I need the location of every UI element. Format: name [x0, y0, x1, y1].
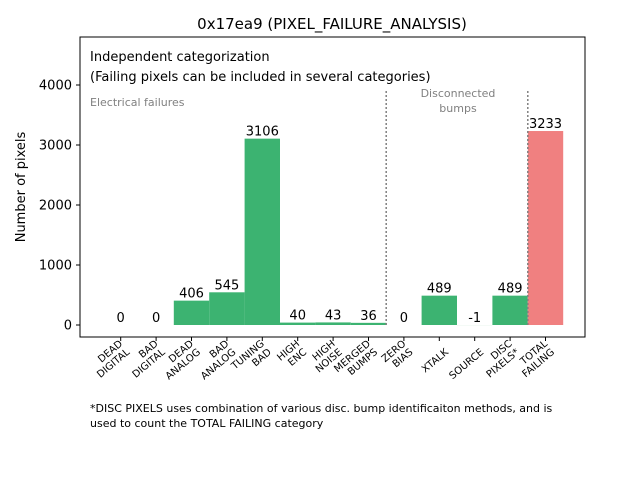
- value-label: 43: [325, 308, 342, 323]
- value-label: -1: [468, 311, 481, 326]
- x-tick-label: XTALK: [420, 347, 451, 376]
- value-label: 545: [214, 278, 239, 293]
- section-label-electrical: Electrical failures: [90, 96, 185, 109]
- bar: [421, 295, 457, 325]
- bar: [244, 138, 280, 325]
- bar: [280, 322, 316, 325]
- bar-chart: 0x17ea9 (PIXEL_FAILURE_ANALYSIS) Indepen…: [14, 15, 586, 382]
- annotation-categorization: Independent categorization: [90, 50, 270, 65]
- bar: [173, 300, 210, 325]
- separators: [385, 91, 529, 325]
- y-tick-label: 0: [64, 319, 72, 334]
- value-label: 3106: [246, 125, 279, 140]
- annotation-several-categories: (Failing pixels can be included in sever…: [90, 70, 431, 85]
- bars: [173, 131, 564, 326]
- value-label: 0: [117, 311, 125, 326]
- plot-area: [79, 36, 586, 338]
- chart-title: 0x17ea9 (PIXEL_FAILURE_ANALYSIS): [197, 15, 467, 34]
- y-axis-label: Number of pixels: [14, 131, 29, 242]
- value-label: 0: [400, 311, 408, 326]
- value-labels: 0 0 406 545 3106 40 43 36 0 489 -1 489 3233: [117, 117, 562, 326]
- section-label-bumps: bumps: [439, 102, 477, 115]
- y-tick-label: 1000: [39, 259, 72, 274]
- footnote: *DISC PIXELS uses combination of various…: [90, 402, 553, 430]
- x-tick-label-group: SOURCE: [447, 347, 486, 382]
- value-label: 489: [427, 282, 452, 297]
- bar: [209, 292, 245, 325]
- value-label: 36: [360, 309, 377, 324]
- value-label: 489: [498, 282, 523, 297]
- y-tick-label: 2000: [39, 199, 72, 214]
- x-tick-label: SOURCE: [447, 347, 486, 382]
- bar: [492, 295, 528, 325]
- y-tick-label: 3000: [39, 139, 72, 154]
- value-label: 406: [179, 287, 204, 302]
- y-tick-label: 4000: [39, 79, 72, 94]
- bar: [350, 322, 387, 325]
- value-label: 3233: [529, 117, 562, 132]
- value-label: 0: [152, 311, 160, 326]
- bar: [315, 322, 351, 325]
- value-label: 40: [289, 309, 306, 324]
- bar: [527, 131, 564, 325]
- section-label-disconnected: Disconnected: [421, 87, 496, 100]
- y-axis-ticks: 0 1000 2000 3000 4000: [39, 79, 80, 334]
- x-tick-label-group: XTALK: [420, 347, 451, 376]
